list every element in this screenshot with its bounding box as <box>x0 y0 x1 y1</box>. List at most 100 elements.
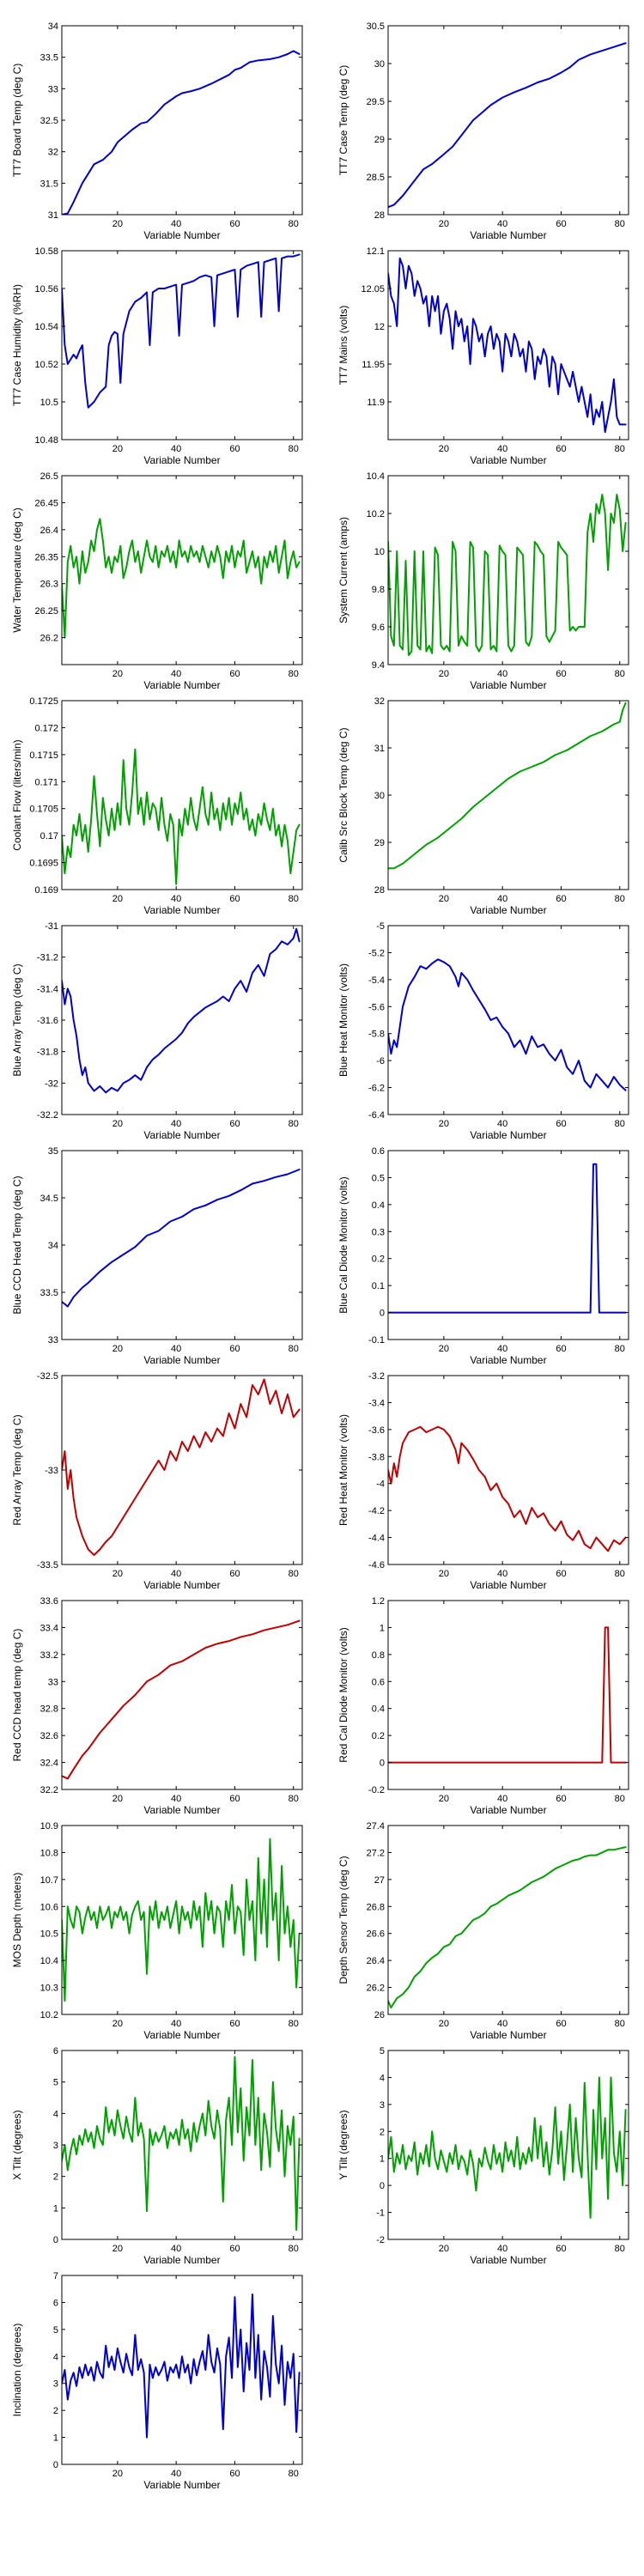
series-line <box>388 702 627 870</box>
y-tick-label: 7 <box>53 2271 58 2281</box>
y-tick-label: -6.2 <box>368 1084 385 1094</box>
series-line <box>388 1163 627 1314</box>
x-tick-label: 20 <box>112 1569 123 1579</box>
series-line <box>62 1838 301 2002</box>
chart-panel-15: 20 40 60 80 32.2 32.4 32.6 32.8 33 33.2 33.4 33.6 Va… <box>11 1596 303 1816</box>
y-tick-label: 10.4 <box>40 1956 58 1966</box>
y-axis-label: System Current (amps) <box>337 517 349 623</box>
y-axis-label: TT7 Case Temp (deg C) <box>337 65 349 176</box>
y-tick-label: -4 <box>376 1479 385 1490</box>
chart-panel-3: 20 40 60 80 10.48 10.5 10.52 10.54 10.56 10.58 Var… <box>11 246 303 466</box>
x-tick-label: 80 <box>615 1344 625 1354</box>
x-axis-label: Variable Number <box>470 229 546 241</box>
x-tick-label: 20 <box>112 1794 123 1804</box>
x-tick-label: 60 <box>556 1344 566 1354</box>
y-tick-label: 33.2 <box>40 1650 58 1661</box>
y-tick-label: 26.35 <box>34 552 58 562</box>
y-tick-label: -3.2 <box>368 1371 385 1382</box>
chart-panel-17: 20 40 60 80 10.2 10.3 10.4 10.5 10.6 10.7 10.8 10.9… <box>11 1821 303 2041</box>
y-tick-label: 26.2 <box>40 634 58 644</box>
plot-frame <box>387 1600 629 1790</box>
y-tick-label: 10.48 <box>34 435 58 446</box>
x-axis-label: Variable Number <box>470 1579 546 1591</box>
x-axis-label: Variable Number <box>470 2254 546 2266</box>
y-tick-label: 6 <box>53 2298 58 2308</box>
y-axis-label: Water Temperature (deg C) <box>11 507 23 632</box>
y-tick-label: 0.6 <box>372 1146 385 1157</box>
x-tick-label: 60 <box>556 1119 566 1129</box>
series-line <box>62 253 301 409</box>
y-tick-label: 1 <box>380 1623 385 1633</box>
x-tick-label: 20 <box>439 2244 449 2254</box>
y-tick-label: 12 <box>374 322 385 332</box>
x-axis-label: Variable Number <box>470 1804 546 1816</box>
x-tick-label: 60 <box>229 894 240 904</box>
y-tick-label: 10.8 <box>40 1848 58 1858</box>
y-tick-label: 0.4 <box>372 1704 385 1715</box>
x-tick-label: 40 <box>171 894 181 904</box>
x-tick-label: 40 <box>497 1119 507 1129</box>
chart-panel-6: 20 40 60 80 9.4 9.6 9.8 10 10.2 10.4 Variable Numb… <box>337 471 629 691</box>
y-tick-label: 28.5 <box>367 173 385 183</box>
y-tick-label: 0.1695 <box>29 859 58 869</box>
x-tick-label: 60 <box>556 219 566 229</box>
y-tick-label: 12.1 <box>367 246 385 257</box>
y-tick-label: 32.2 <box>40 1785 58 1795</box>
y-axis-label: Depth Sensor Temp (deg C) <box>337 1856 349 1984</box>
x-tick-label: 40 <box>171 2244 181 2254</box>
x-axis-label: Variable Number <box>143 1354 220 1366</box>
x-tick-label: 40 <box>171 444 181 454</box>
x-tick-label: 80 <box>289 669 299 679</box>
series-line <box>388 958 627 1091</box>
chart-panel-11: 20 40 60 80 33 33.5 34 34.5 35 Variable Number Blu… <box>11 1146 303 1366</box>
y-tick-label: 5 <box>53 2325 58 2336</box>
chart-panel-16: 20 40 60 80 -0.2 0 0.2 0.4 0.6 0.8 1 1.2 Variable Nu… <box>337 1596 629 1816</box>
y-tick-label: 10.2 <box>40 2010 58 2020</box>
y-tick-label: 10.6 <box>40 1902 58 1912</box>
x-tick-label: 20 <box>439 894 449 904</box>
y-tick-label: -4.4 <box>368 1534 385 1544</box>
chart-panel-12: 20 40 60 80 -0.1 0 0.1 0.2 0.3 0.4 0.5 0.6 Variable … <box>337 1146 629 1366</box>
x-tick-label: 20 <box>439 219 449 229</box>
y-tick-label: 27.2 <box>367 1848 385 1858</box>
x-tick-label: 60 <box>229 669 240 679</box>
y-tick-label: 4 <box>53 2352 58 2362</box>
x-tick-label: 60 <box>229 2019 240 2029</box>
y-axis-label: Coolant Flow (liters/min) <box>11 739 23 850</box>
x-tick-label: 80 <box>289 219 299 229</box>
x-tick-label: 80 <box>615 1794 625 1804</box>
series-line <box>62 2056 301 2231</box>
x-tick-label: 40 <box>497 2019 507 2029</box>
x-tick-label: 40 <box>497 444 507 454</box>
y-tick-label: 34 <box>48 1241 58 1251</box>
y-tick-label: 26.3 <box>40 580 58 590</box>
x-tick-label: 40 <box>497 1569 507 1579</box>
y-tick-label: 32.4 <box>40 1759 58 1769</box>
y-tick-label: 10.9 <box>40 1821 58 1832</box>
y-tick-label: 0.17 <box>40 831 58 841</box>
y-tick-label: 10 <box>374 547 385 557</box>
x-tick-label: 40 <box>171 1569 181 1579</box>
x-axis-label: Variable Number <box>143 2479 220 2491</box>
x-tick-label: 40 <box>171 1344 181 1354</box>
y-tick-label: 26 <box>374 2010 385 2020</box>
plot-frame <box>61 2275 303 2465</box>
y-tick-label: 32.8 <box>40 1704 58 1715</box>
y-tick-label: 29 <box>374 135 385 145</box>
y-tick-label: 10.5 <box>40 1929 58 1940</box>
x-tick-label: 80 <box>615 2244 625 2254</box>
x-axis-label: Variable Number <box>470 1129 546 1141</box>
plot-frame <box>61 700 303 890</box>
x-tick-label: 60 <box>229 219 240 229</box>
x-tick-label: 20 <box>439 444 449 454</box>
x-axis-label: Variable Number <box>470 679 546 691</box>
y-tick-label: 4 <box>380 2073 385 2083</box>
x-tick-label: 40 <box>171 1119 181 1129</box>
y-axis-label: TT7 Mains (volts) <box>337 306 349 386</box>
x-tick-label: 60 <box>556 444 566 454</box>
x-tick-label: 60 <box>229 1794 240 1804</box>
y-tick-label: 11.95 <box>361 360 385 370</box>
x-tick-label: 40 <box>497 2244 507 2254</box>
y-tick-label: 30 <box>374 59 385 70</box>
y-tick-label: 0.1 <box>372 1281 385 1291</box>
